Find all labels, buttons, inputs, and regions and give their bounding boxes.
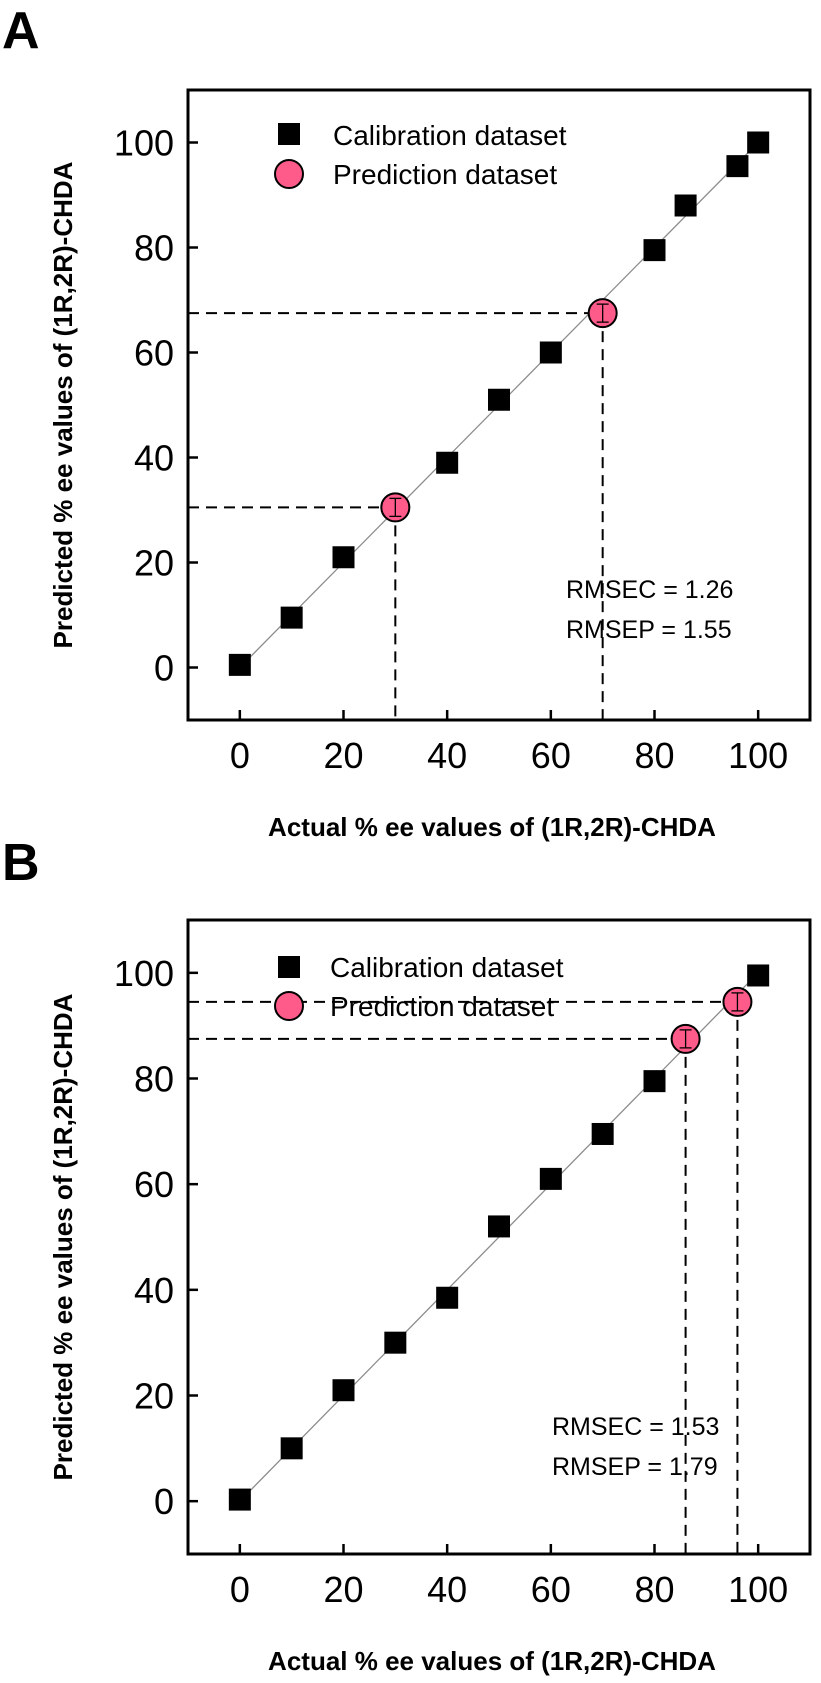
calibration-point xyxy=(488,1215,510,1238)
y-tick-label: 80 xyxy=(134,228,174,269)
x-tick-label: 40 xyxy=(427,1569,467,1610)
panel-b: B 0 20 40 60 80 100 0 20 40 60 80 100 Calibration d… xyxy=(2,834,812,1676)
panel-a-rmsep: RMSEP = 1.55 xyxy=(566,616,732,644)
calibration-point xyxy=(591,1122,614,1145)
calibration-point xyxy=(280,606,303,629)
panel-a: A 0 20 40 60 80 100 0 20 40 60 80 100 Calibration d… xyxy=(2,2,812,842)
calibration-point xyxy=(436,1286,459,1309)
legend-prediction-label: Prediction dataset xyxy=(330,991,554,1022)
calibration-point xyxy=(332,1379,355,1402)
calibration-point xyxy=(539,341,562,364)
calibration-point xyxy=(747,964,770,987)
legend-prediction-marker xyxy=(274,159,304,189)
panel-b-y-axis-title: Predicted % ee values of (1R,2R)-CHDA xyxy=(48,993,78,1480)
x-tick-label: 100 xyxy=(728,735,788,776)
panel-b-legend: Calibration dataset Prediction dataset xyxy=(274,952,564,1022)
calibration-point xyxy=(643,1070,666,1093)
panel-a-y-axis-title: Predicted % ee values of (1R,2R)-CHDA xyxy=(48,161,78,648)
panel-b-x-axis-title: Actual % ee values of (1R,2R)-CHDA xyxy=(268,1646,716,1676)
calibration-point xyxy=(228,1488,251,1511)
x-tick-label: 60 xyxy=(531,735,571,776)
calibration-point xyxy=(280,1437,303,1460)
y-tick-label: 80 xyxy=(134,1059,174,1100)
x-tick-label: 0 xyxy=(230,1569,250,1610)
x-tick-label: 80 xyxy=(634,1569,674,1610)
panel-a-rmsec: RMSEC = 1.26 xyxy=(566,576,733,604)
y-tick-label: 0 xyxy=(154,648,174,689)
legend-calibration-marker xyxy=(278,956,300,978)
panel-a-x-axis-title: Actual % ee values of (1R,2R)-CHDA xyxy=(268,812,716,842)
calibration-point xyxy=(228,653,251,676)
x-tick-label: 80 xyxy=(634,735,674,776)
y-tick-label: 100 xyxy=(114,953,174,994)
x-tick-label: 40 xyxy=(427,735,467,776)
panel-a-plot-frame xyxy=(186,88,812,722)
x-tick-label: 100 xyxy=(728,1569,788,1610)
y-tick-label: 60 xyxy=(134,1164,174,1205)
panel-b-plot-frame xyxy=(186,918,812,1556)
legend-prediction-marker xyxy=(274,991,304,1021)
y-tick-label: 0 xyxy=(154,1481,174,1522)
calibration-point xyxy=(488,388,510,411)
panel-b-letter: B xyxy=(2,834,40,892)
panel-b-rmsep: RMSEP = 1.79 xyxy=(552,1453,718,1481)
x-tick-label: 0 xyxy=(230,735,250,776)
legend-calibration-label: Calibration dataset xyxy=(330,952,564,983)
calibration-point xyxy=(384,1331,407,1354)
calibration-point xyxy=(436,451,459,474)
panel-a-legend: Calibration dataset Prediction dataset xyxy=(274,120,567,190)
legend-prediction-label: Prediction dataset xyxy=(333,159,557,190)
x-tick-label: 20 xyxy=(323,1569,363,1610)
y-tick-label: 100 xyxy=(114,123,174,164)
calibration-point xyxy=(726,155,749,178)
y-tick-label: 40 xyxy=(134,1270,174,1311)
legend-calibration-label: Calibration dataset xyxy=(333,120,567,151)
y-tick-label: 20 xyxy=(134,543,174,584)
calibration-point xyxy=(539,1167,562,1190)
y-tick-label: 40 xyxy=(134,438,174,479)
panel-b-marks: 0 20 40 60 80 100 0 20 40 60 80 100 xyxy=(114,953,788,1610)
y-tick-label: 20 xyxy=(134,1376,174,1417)
panel-a-letter: A xyxy=(2,2,40,60)
y-tick-label: 60 xyxy=(134,333,174,374)
panel-a-marks: 0 20 40 60 80 100 0 20 40 60 80 100 xyxy=(114,123,788,777)
legend-calibration-marker xyxy=(278,123,300,145)
calibration-point xyxy=(643,239,666,262)
x-tick-label: 20 xyxy=(323,735,363,776)
calibration-point xyxy=(674,194,697,217)
x-tick-label: 60 xyxy=(531,1569,571,1610)
panel-b-rmsec: RMSEC = 1.53 xyxy=(552,1413,719,1441)
calibration-point xyxy=(332,546,355,569)
calibration-point xyxy=(747,131,770,154)
